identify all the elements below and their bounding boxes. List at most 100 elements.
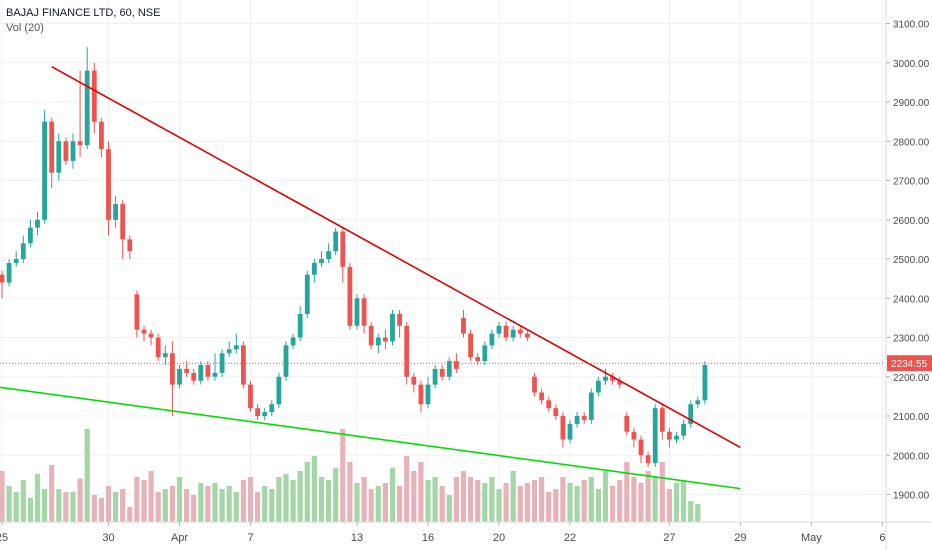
volume-bar [411, 471, 417, 522]
time-axis[interactable]: 25 30 Apr 7 13 16 20 22 27 29 May 6 [0, 521, 932, 544]
price-tick-label: 2200.00 [893, 373, 930, 384]
trendline [0, 386, 741, 490]
candle-body [198, 365, 204, 381]
candle-body [596, 380, 601, 393]
volume-bar [673, 483, 680, 522]
price-tick-label: 2000.00 [893, 451, 930, 462]
candle-body [233, 345, 239, 350]
candle-body [375, 337, 381, 346]
last-price-badge [887, 355, 932, 372]
candle-body [6, 262, 12, 283]
candle-body [141, 329, 147, 334]
volume-bar [389, 468, 396, 522]
volume-bar [120, 489, 126, 522]
candle-body [667, 431, 672, 440]
volume-bar [162, 489, 168, 522]
volume-bar [205, 486, 211, 522]
candle-body [390, 313, 395, 342]
candle-body [170, 353, 175, 385]
candle-body [13, 259, 19, 263]
volume-bar [695, 504, 701, 522]
price-axis[interactable]: 1900.00 2000.00 2100.00 2200.00 2300.00 2400.… [885, 0, 932, 550]
volume-bar [276, 477, 282, 522]
volume-bar [361, 477, 367, 522]
candle-body [241, 345, 246, 385]
volume-bar [560, 477, 566, 522]
candle-body [695, 400, 701, 405]
volume-bar [631, 477, 637, 522]
time-tick-label: 22 [564, 532, 576, 544]
volume-bar [191, 495, 197, 522]
volume-bar [432, 477, 438, 522]
price-tick-label: 1900.00 [893, 491, 930, 502]
candle-body [361, 298, 367, 326]
candle-body [155, 337, 161, 358]
volume-bar [311, 456, 317, 522]
volume-bar [610, 486, 616, 522]
volume-bar [318, 477, 325, 522]
candle-body [525, 333, 530, 338]
volume-bar [581, 480, 587, 522]
candle-body [205, 365, 211, 377]
candle-body [503, 325, 509, 338]
symbol-title: BAJAJ FINANCE LTD, 60, NSE [6, 7, 161, 19]
volume-bar [262, 486, 268, 522]
candle-body [659, 408, 665, 432]
candle-body [560, 416, 566, 440]
volume-bar [326, 480, 332, 522]
candle-body [354, 298, 360, 326]
volume-bar [49, 465, 55, 522]
candle-body [681, 423, 686, 436]
candle-body [99, 121, 104, 150]
volume-bar [375, 486, 381, 522]
candle-body [0, 274, 5, 283]
volume-bar [290, 480, 296, 522]
volume-bar [198, 483, 204, 522]
candle-body [532, 376, 537, 393]
candle-body [113, 204, 118, 220]
volume-bar [6, 486, 12, 522]
candle-body [383, 337, 388, 342]
volume-bar [34, 474, 41, 522]
candle-body [148, 333, 154, 338]
time-tick-label: 30 [102, 532, 114, 544]
candle-body [631, 431, 637, 440]
volume-bar [524, 483, 530, 522]
candle-body [106, 149, 111, 220]
volume-bar [113, 492, 119, 522]
volume-bar [91, 495, 97, 522]
volume-bar [368, 489, 374, 522]
candle-body [276, 376, 282, 405]
candle-body [63, 141, 69, 161]
candle-body [418, 384, 424, 405]
candle-body [49, 121, 55, 173]
volume-bar [404, 456, 410, 522]
volume-bar [148, 471, 154, 522]
candle-body [674, 435, 679, 440]
time-tick-label: 29 [734, 532, 746, 544]
candle-body [368, 325, 374, 346]
volume-bar [269, 489, 275, 522]
chart-grid [0, 0, 884, 522]
candle-body [56, 141, 62, 173]
candle-body [411, 376, 417, 385]
time-tick-label: 20 [493, 532, 505, 544]
price-tick-label: 2100.00 [893, 412, 930, 423]
candle-body [454, 361, 459, 369]
volume-bar [503, 483, 509, 522]
candle-body [212, 372, 218, 377]
volume-bar [624, 462, 630, 522]
candle-body [248, 384, 253, 409]
volume-bar [297, 471, 303, 522]
candle-body [439, 368, 445, 377]
candle-body [610, 376, 615, 381]
volume-bar [141, 480, 147, 522]
volume-bar [567, 483, 573, 522]
volume-bar [489, 477, 495, 522]
volume-bar [98, 498, 104, 522]
volume-bar [20, 480, 26, 522]
volume-bar [127, 507, 133, 522]
candle-body [652, 408, 658, 464]
volume-bar [42, 489, 48, 522]
